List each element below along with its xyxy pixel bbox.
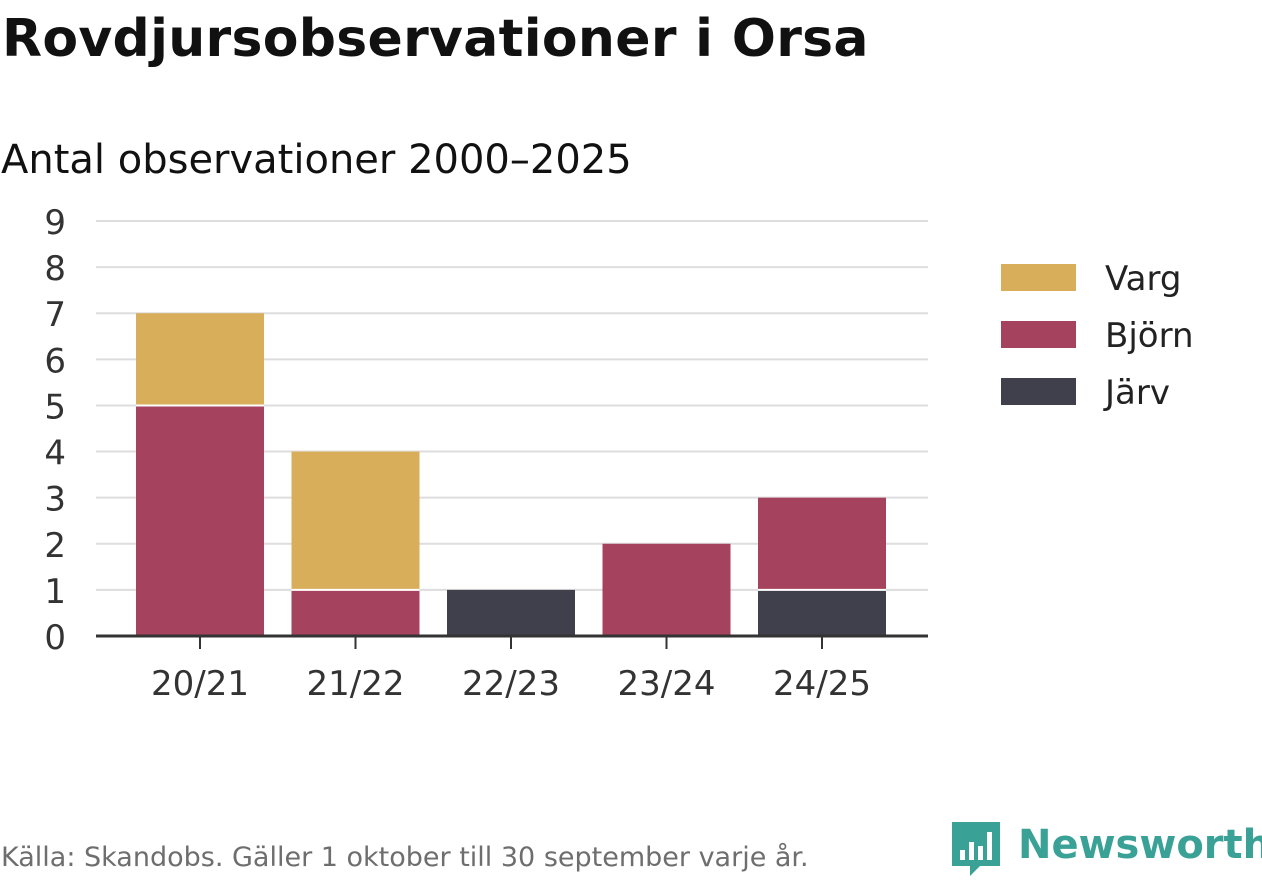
source-note: Källa: Skandobs. Gäller 1 oktober till 3…	[1, 842, 809, 873]
bar-segment-järv-22-23	[447, 589, 575, 636]
bar-segment-varg-21-22	[291, 451, 420, 590]
brand-name: Newsworthy	[1018, 822, 1262, 868]
y-tick-label: 6	[44, 341, 66, 381]
legend: Varg Björn Järv	[1001, 259, 1194, 413]
legend-swatch-varg	[1001, 264, 1076, 291]
x-tick-label: 24/25	[773, 664, 871, 704]
y-axis-ticks: 0 1 2 3 4 5 6 7 8 9	[44, 203, 66, 658]
y-tick-label: 0	[44, 618, 66, 658]
x-tick-label: 22/23	[462, 664, 560, 704]
bar-segment-björn-21-22	[291, 589, 420, 636]
stacked-bar-chart: 0 1 2 3 4 5 6 7 8 9 20/21 21/22 22/23 23/24 24/25 Var…	[44, 203, 1194, 704]
legend-swatch-järv	[1001, 378, 1076, 405]
bars	[136, 313, 886, 636]
x-tick-label: 21/22	[307, 664, 405, 704]
x-tick-label: 23/24	[618, 664, 716, 704]
y-tick-label: 5	[44, 387, 66, 427]
y-tick-label: 3	[44, 480, 66, 520]
legend-label-varg: Varg	[1105, 259, 1181, 299]
legend-label-björn: Björn	[1105, 316, 1194, 356]
brand: Newsworthy	[950, 818, 1262, 878]
y-tick-label: 8	[44, 249, 66, 289]
legend-label-järv: Järv	[1103, 373, 1170, 413]
bar-segment-varg-20-21	[136, 313, 264, 406]
bar-segment-björn-24-25	[758, 497, 886, 590]
chart-subtitle: Antal observationer 2000–2025	[1, 137, 632, 183]
y-tick-label: 4	[44, 434, 66, 474]
y-tick-label: 9	[44, 203, 66, 243]
newsworthy-logo-icon	[952, 822, 1000, 876]
y-tick-label: 2	[44, 526, 66, 566]
chart-title: Rovdjursobservationer i Orsa	[2, 9, 869, 69]
bar-segment-järv-24-25	[758, 589, 886, 636]
x-tick-label: 20/21	[151, 664, 249, 704]
y-tick-label: 7	[44, 295, 66, 335]
bar-segment-björn-20-21	[136, 405, 264, 636]
x-axis-ticks: 20/21 21/22 22/23 23/24 24/25	[151, 636, 871, 704]
bar-segment-björn-23-24	[602, 543, 731, 636]
y-tick-label: 1	[44, 572, 66, 612]
legend-swatch-björn	[1001, 321, 1076, 348]
